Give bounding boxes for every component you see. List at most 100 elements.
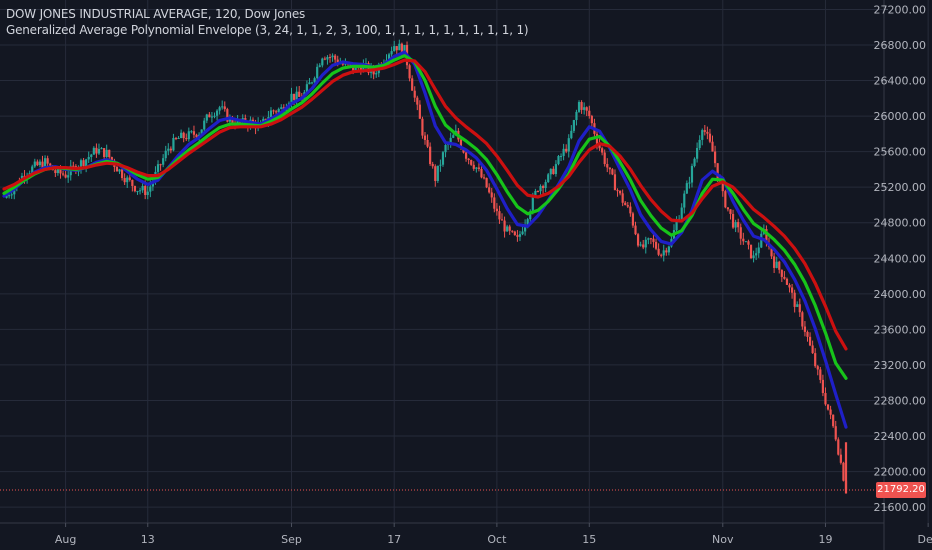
candle-body	[580, 102, 583, 110]
candle-body	[61, 173, 65, 175]
candle-body	[647, 238, 650, 240]
candle-body	[341, 63, 344, 65]
candle-body	[575, 111, 578, 121]
candle-body	[331, 55, 334, 58]
candle-body	[667, 246, 670, 253]
candle-body	[141, 185, 144, 191]
candle-body	[590, 116, 593, 124]
time-tick-label: 15	[582, 533, 596, 546]
candle-body	[464, 152, 468, 159]
candle-body	[626, 205, 629, 207]
time-axis[interactable]: Aug13Sep17Oct15Nov19Dec17	[0, 522, 932, 546]
candle-body	[411, 78, 414, 91]
price-tick-label: 27200.00	[874, 3, 927, 16]
candle-body	[462, 148, 465, 153]
candle-body	[654, 241, 658, 249]
candle-body	[36, 161, 39, 166]
candle-body	[690, 165, 694, 183]
candle-body	[806, 331, 809, 337]
candle-body	[616, 190, 619, 192]
candle-body	[500, 219, 504, 221]
candle-body	[185, 138, 188, 140]
candle-body	[490, 192, 493, 198]
candle-body	[426, 139, 429, 147]
candle-body	[631, 213, 635, 226]
candle-body	[262, 118, 265, 123]
candle-body	[701, 130, 704, 140]
price-tick-label: 22800.00	[874, 394, 927, 407]
candle-body	[608, 167, 611, 170]
candle-body	[477, 167, 481, 169]
candle-body	[436, 165, 439, 181]
candle-body	[837, 439, 840, 455]
candle-body	[554, 164, 558, 175]
candle-body	[585, 107, 588, 111]
price-tick-label: 24400.00	[874, 252, 927, 265]
candle-body	[601, 148, 604, 153]
candle-body	[693, 158, 696, 166]
candle-body	[352, 65, 355, 72]
candle-body	[180, 132, 183, 139]
candle-body	[305, 84, 309, 93]
candle-body	[46, 158, 49, 164]
candle-body	[316, 66, 319, 79]
candle-body	[177, 138, 180, 140]
candle-body	[452, 135, 455, 138]
candle-body	[757, 247, 760, 254]
candle-body	[629, 206, 632, 214]
price-tick-label: 22000.00	[874, 466, 927, 479]
candle-body	[290, 93, 293, 104]
candle-body	[606, 164, 609, 168]
candle-body	[431, 163, 434, 167]
candle-body	[308, 82, 311, 85]
candle-body	[280, 107, 283, 109]
candle-body	[192, 131, 196, 135]
candle-body	[459, 139, 463, 149]
candle-body	[64, 174, 67, 178]
candle-body	[652, 238, 655, 242]
candle-body	[133, 186, 137, 192]
candle-body	[649, 238, 653, 240]
time-tick-label: Dec	[917, 533, 932, 546]
candle-body	[205, 114, 208, 121]
candle-body	[105, 149, 108, 157]
candle-body	[783, 276, 786, 279]
time-tick-label: Nov	[712, 533, 734, 546]
candle-body	[295, 91, 298, 100]
candle-body	[400, 43, 403, 55]
candle-body	[524, 224, 527, 232]
candle-body	[187, 131, 190, 140]
candle-body	[493, 197, 496, 209]
candle-body	[559, 155, 563, 157]
candle-body	[547, 174, 550, 183]
candle-body	[387, 54, 391, 61]
price-tick-label: 23600.00	[874, 323, 927, 336]
candle-body	[136, 191, 139, 193]
price-tick-label: 24000.00	[874, 288, 927, 301]
indicator-title[interactable]: Generalized Average Polynomial Envelope …	[6, 23, 529, 37]
candle-body	[472, 164, 475, 169]
price-axis[interactable]: 21600.00 22000.00 22400.00 22800.00 23200.00…	[874, 0, 927, 550]
candle-body	[513, 231, 516, 236]
candle-body	[829, 409, 832, 415]
candle-body	[803, 326, 807, 332]
candle-body	[162, 158, 165, 165]
price-tick-label: 22400.00	[874, 430, 927, 443]
candle-body	[210, 116, 214, 118]
candle-body	[675, 221, 678, 231]
candle-body	[131, 179, 134, 187]
candle-body	[56, 167, 60, 174]
candle-body	[393, 46, 396, 52]
candle-body	[172, 137, 175, 151]
candle-body	[418, 104, 421, 119]
candle-body	[801, 312, 804, 327]
candle-body	[421, 118, 424, 136]
candle-body	[115, 166, 119, 172]
candle-body	[577, 102, 581, 112]
symbol-title[interactable]: DOW JONES INDUSTRIAL AVERAGE, 120, Dow J…	[6, 7, 306, 21]
candle-body	[31, 166, 34, 174]
candle-body	[174, 137, 178, 139]
candle-body	[618, 190, 622, 194]
